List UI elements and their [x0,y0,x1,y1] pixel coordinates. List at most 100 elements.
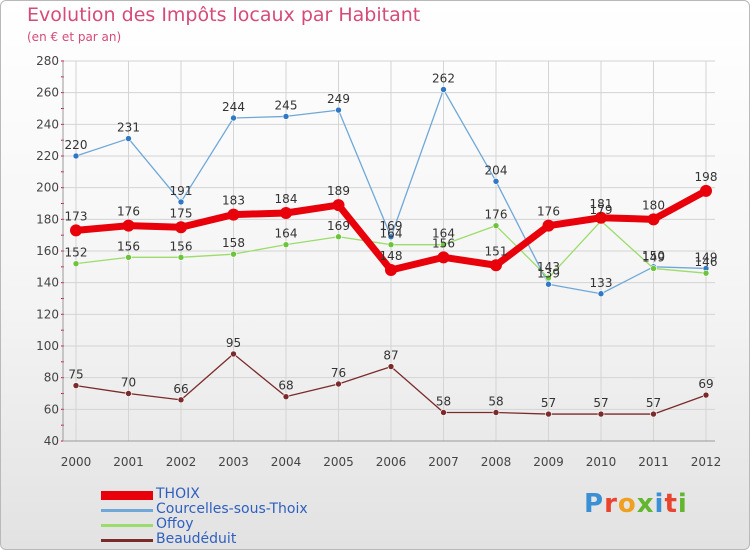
data-label: 169 [380,219,403,233]
x-tick-label: 2001 [113,455,144,469]
y-tick-label: 80 [44,371,59,385]
data-point [597,410,605,418]
data-label: 189 [327,184,350,198]
data-label: 179 [590,203,613,217]
y-tick-label: 40 [44,434,59,448]
data-point [650,410,657,418]
data-point [230,350,237,358]
data-point [72,382,80,389]
data-point [177,254,185,261]
data-label: 183 [222,194,245,208]
data-label: 57 [593,396,608,410]
data-point [335,233,342,241]
data-label: 87 [383,349,398,363]
y-tick-label: 180 [36,212,59,226]
x-tick-label: 2012 [691,455,722,469]
data-point [492,178,500,185]
y-tick-label: 60 [44,402,59,416]
x-tick-label: 2009 [533,455,564,469]
data-point [387,233,395,241]
data-point [440,86,447,93]
data-label: 173 [65,209,88,223]
data-label: 176 [537,205,560,219]
data-label: 133 [590,276,613,290]
data-point [595,211,607,224]
data-point [72,152,80,160]
x-tick-label: 2002 [166,455,197,469]
data-label: 164 [432,227,455,241]
data-label: 146 [695,255,718,269]
data-label: 76 [331,366,346,380]
data-point [125,135,132,142]
data-point [177,396,185,404]
data-label: 245 [275,98,298,112]
data-label: 176 [485,208,508,222]
data-point [125,390,132,397]
data-label: 191 [170,184,193,198]
logo-letter: o [617,489,637,519]
logo-letter: P [584,489,605,519]
data-label: 143 [537,260,560,274]
legend-label: Offoy [156,516,194,532]
data-label: 70 [121,376,136,390]
data-label: 156 [432,236,455,250]
data-label: 58 [436,395,451,409]
data-label: 151 [485,244,508,258]
data-point [282,241,290,248]
y-tick-label: 280 [36,54,59,68]
data-label: 231 [117,121,140,135]
y-tick-label: 140 [36,276,59,290]
legend-swatch [101,508,153,512]
data-point [385,264,397,276]
x-tick-label: 2005 [323,455,354,469]
data-label: 220 [65,138,88,152]
x-tick-label: 2006 [376,455,407,469]
x-tick-label: 2011 [638,455,669,469]
data-label: 164 [275,227,298,241]
data-point [440,409,447,416]
data-point [282,113,290,120]
x-tick-label: 2007 [428,455,459,469]
data-label: 262 [432,72,455,86]
data-point [282,393,290,400]
data-label: 181 [590,197,613,211]
data-point [122,219,135,232]
data-label: 58 [488,395,503,409]
data-point [440,241,447,248]
data-point [545,280,552,288]
data-label: 175 [170,206,193,220]
y-tick-label: 240 [36,117,59,131]
data-label: 75 [68,368,83,382]
data-label: 204 [485,163,508,177]
y-tick-label: 120 [36,307,59,321]
data-point [490,259,502,272]
data-label: 249 [327,92,350,106]
logo-letter: x [636,489,655,519]
data-label: 244 [222,100,245,114]
x-tick-label: 2003 [218,455,249,469]
data-point [437,251,450,264]
data-label: 68 [278,379,293,393]
data-label: 184 [275,192,298,206]
y-tick-label: 200 [36,181,59,195]
data-point [702,391,710,399]
y-tick-label: 260 [36,86,59,100]
data-point [175,221,187,234]
data-label: 149 [642,250,665,264]
series-lines [70,86,712,418]
data-point [545,410,552,418]
data-point [545,274,552,282]
data-point [335,106,342,114]
data-label: 176 [117,205,140,219]
data-label: 95 [226,336,241,350]
logo-letter: i [677,489,688,519]
data-point [387,363,395,370]
legend-swatch [101,523,153,527]
data-point [280,207,292,219]
data-label: 148 [380,249,403,263]
chart-title: Evolution des Impôts locaux par Habitant [27,4,421,26]
chart-subtitle: (en € et par an) [27,30,122,44]
data-label: 69 [698,377,713,391]
